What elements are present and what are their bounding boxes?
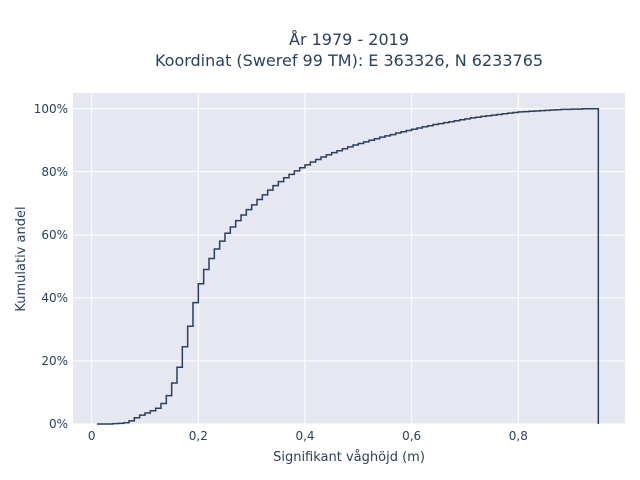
y-axis-label: Kumulativ andel [14,206,29,311]
y-tick-label: 100% [34,102,68,116]
chart-title-line1: År 1979 - 2019 [289,30,409,49]
y-tick-label: 80% [41,165,68,179]
series-layer [97,108,600,425]
x-tick-label: 0,4 [295,429,314,443]
y-tick-label: 20% [41,354,68,368]
x-tick-label: 0,2 [189,429,208,443]
grid [73,93,625,425]
x-axis-label: Signifikant våghöjd (m) [273,450,425,465]
cdf-step-line-0 [97,108,600,425]
x-axis-ticks: 0 0,2 0,4 0,6 0,8 [88,429,528,443]
x-tick-label: 0,8 [509,429,528,443]
x-tick-label: 0 [88,429,96,443]
y-axis-ticks: 0% 20% 40% 60% 80% 100% [34,102,68,431]
x-tick-label: 0,6 [402,429,421,443]
y-tick-label: 40% [41,291,68,305]
y-tick-label: 60% [41,228,68,242]
y-tick-label: 0% [49,417,68,431]
chart-title-line2: Koordinat (Sweref 99 TM): E 363326, N 62… [155,51,543,70]
plot-background [73,93,625,424]
